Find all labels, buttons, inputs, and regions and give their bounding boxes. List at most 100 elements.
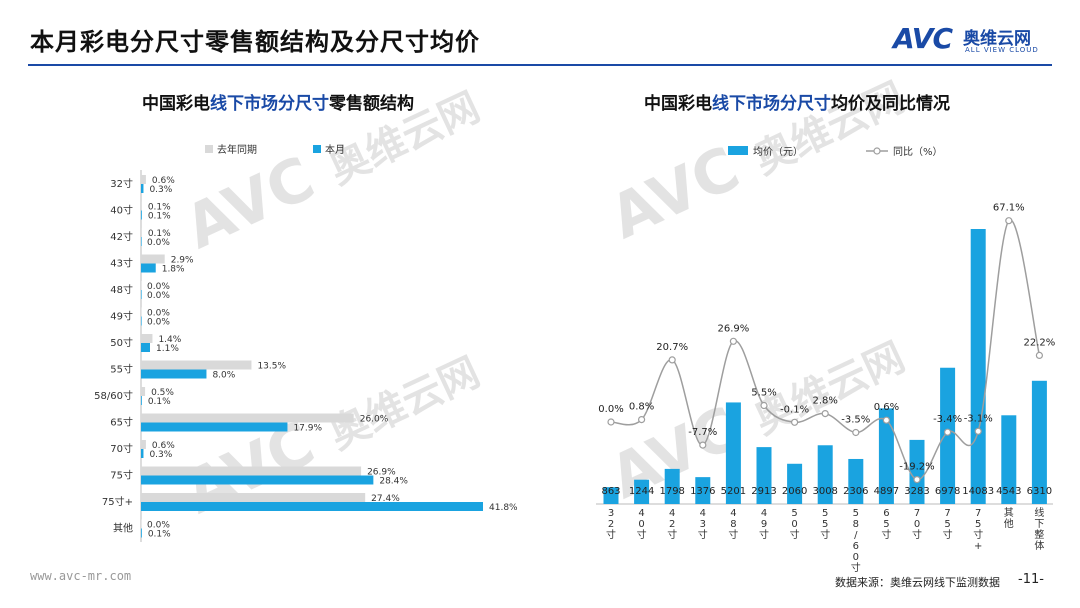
data-label-current: 41.8% <box>489 503 518 513</box>
yoy-point <box>729 337 738 345</box>
bar-avg-price <box>603 487 619 504</box>
bar-current <box>141 449 144 458</box>
x-tick-label: 其他 <box>1004 507 1014 530</box>
y-tick-label: 32寸 <box>110 177 133 190</box>
bar-avg-price <box>634 479 650 504</box>
yoy-label: -3.4% <box>933 414 962 425</box>
bar-prev <box>141 493 366 502</box>
data-label-prev: 0.0% <box>147 521 170 531</box>
bar-current <box>141 422 288 432</box>
data-label-prev: 1.4% <box>158 335 181 345</box>
legend-marker-yoy <box>873 147 881 155</box>
y-tick-label: 75寸 <box>110 469 133 482</box>
yoy-label: 5.5% <box>751 388 776 399</box>
bar-current <box>141 396 142 405</box>
logo-mark: AVC <box>893 22 953 55</box>
bar-value-label: 2306 <box>843 486 868 497</box>
footer-url[interactable]: www.avc-mr.com <box>30 569 132 583</box>
bar-prev <box>141 360 252 370</box>
bar-prev <box>141 413 354 423</box>
data-label-prev: 0.0% <box>147 282 170 292</box>
bar-current <box>141 343 150 352</box>
bar-avg-price <box>940 367 956 504</box>
legend-label-current: 本月 <box>325 143 345 156</box>
y-tick-label: 50寸 <box>110 336 133 349</box>
yoy-point <box>607 418 615 426</box>
yoy-label: 0.0% <box>598 404 623 415</box>
data-label-current: 28.4% <box>379 477 408 487</box>
yoy-label: -3.1% <box>964 413 993 424</box>
bar-current <box>141 263 156 273</box>
x-tick-label: 7 5 寸+ <box>973 508 983 552</box>
y-tick-label: 40寸 <box>110 204 133 217</box>
bar-avg-price <box>909 439 925 504</box>
page-number: -11- <box>1018 572 1044 587</box>
y-tick-label: 其他 <box>113 522 133 535</box>
bar-prev <box>141 307 142 317</box>
yoy-label: 2.8% <box>812 396 837 407</box>
logo-cn: 奥维云网 <box>963 29 1031 49</box>
y-tick-label: 48寸 <box>110 283 133 296</box>
yoy-point <box>699 441 707 449</box>
bar-current <box>141 184 144 193</box>
yoy-line <box>610 219 1041 481</box>
yoy-label: -7.7% <box>688 427 717 438</box>
bar-prev <box>141 519 142 529</box>
yoy-label: 0.8% <box>629 402 654 413</box>
yoy-point <box>913 476 921 484</box>
bar-prev <box>141 175 146 184</box>
bar-prev <box>141 466 362 476</box>
brand-logo: AVC 奥维云网 ALL VIEW CLOUD <box>893 22 1053 56</box>
legend-label-prev: 去年同期 <box>217 143 257 156</box>
data-label-prev: 0.1% <box>148 229 171 239</box>
legend-swatch-prev <box>205 145 213 153</box>
footer-source: 数据来源：奥维云网线下监测数据 <box>835 576 1000 589</box>
yoy-point <box>1035 351 1044 359</box>
data-label-current: 0.3% <box>149 450 172 460</box>
bar-prev <box>141 281 142 290</box>
bar-value-label: 6978 <box>935 486 960 497</box>
y-tick-label: 70寸 <box>110 442 133 455</box>
data-label-current: 0.0% <box>147 318 170 328</box>
bar-value-label: 2913 <box>751 486 776 497</box>
header-divider <box>28 64 1052 66</box>
bar-current <box>141 210 142 220</box>
yoy-label: 22.2% <box>1024 337 1056 348</box>
yoy-label: -0.1% <box>780 404 809 415</box>
data-label-current: 1.1% <box>156 344 179 354</box>
yoy-point <box>974 427 982 435</box>
bar-value-label: 1798 <box>659 486 684 497</box>
data-label-prev: 0.6% <box>152 441 175 451</box>
data-label-prev: 0.1% <box>148 203 171 213</box>
data-label-current: 0.3% <box>149 185 172 195</box>
data-label-current: 8.0% <box>212 371 235 381</box>
y-tick-label: 55寸 <box>110 363 133 376</box>
data-label-current: 0.1% <box>148 212 171 222</box>
bar-prev <box>141 387 146 396</box>
yoy-point <box>882 416 891 424</box>
bar-value-label: 863 <box>601 486 620 497</box>
yoy-label: 26.9% <box>718 323 750 334</box>
bar-avg-price <box>695 477 711 504</box>
bar-current <box>141 369 207 379</box>
right-chart-title: 中国彩电线下市场分尺寸均价及同比情况 <box>644 93 950 114</box>
bar-avg-price <box>817 445 833 504</box>
bar-avg-price <box>664 468 680 504</box>
yoy-label: 20.7% <box>656 342 688 353</box>
y-tick-label: 65寸 <box>110 416 133 429</box>
yoy-point <box>943 428 952 436</box>
bar-value-label: 1244 <box>629 486 654 497</box>
data-label-prev: 0.5% <box>151 388 174 398</box>
bar-prev <box>141 334 153 343</box>
yoy-label: 67.1% <box>993 203 1025 214</box>
yoy-point <box>821 410 829 418</box>
bar-value-label: 2060 <box>782 486 807 497</box>
y-tick-label: 49寸 <box>110 310 133 323</box>
